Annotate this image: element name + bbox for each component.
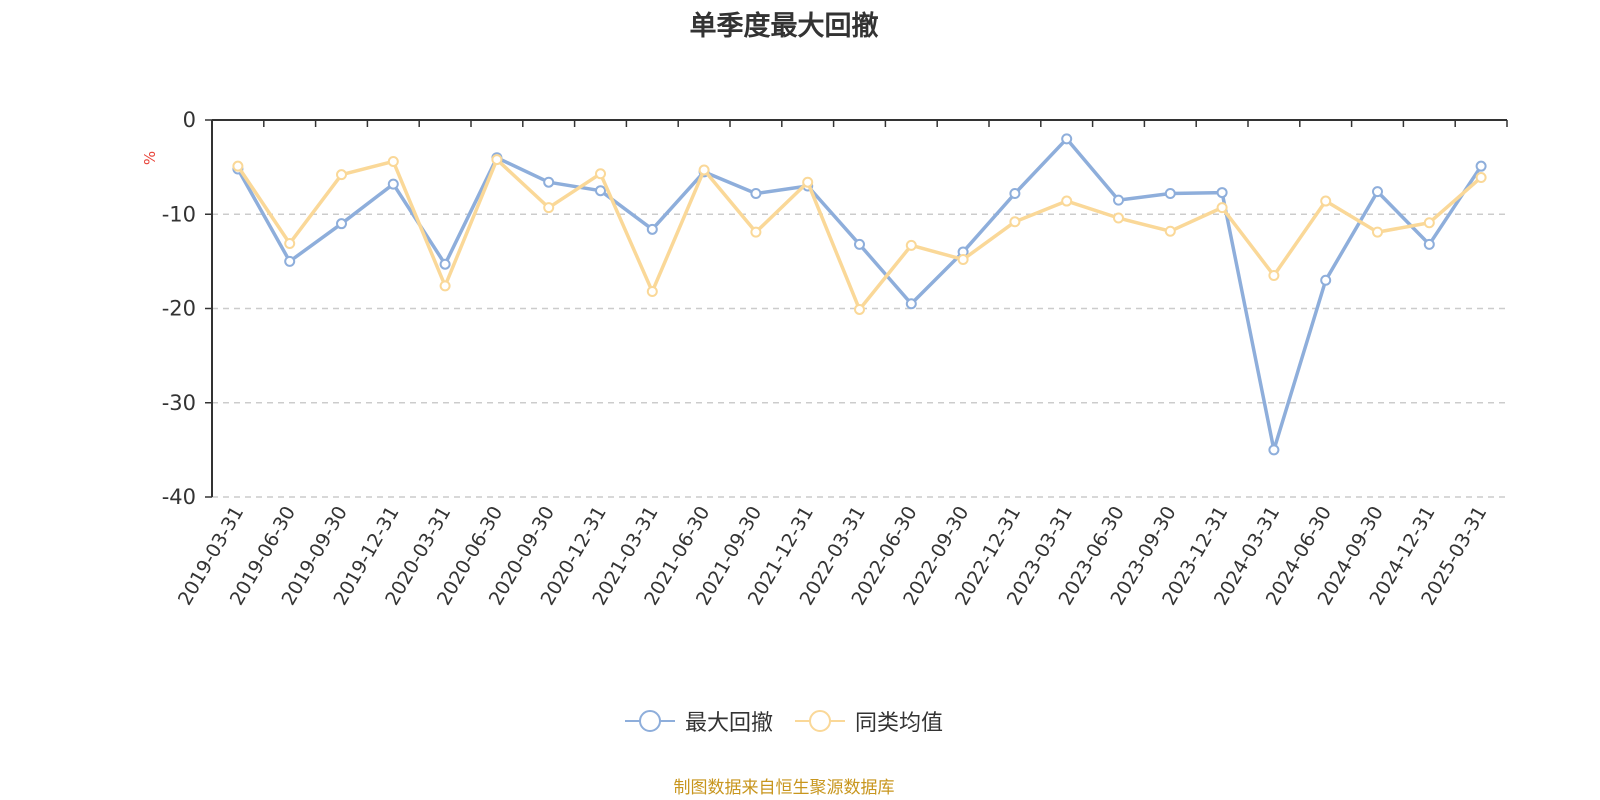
data-point[interactable]: [1164, 188, 1176, 200]
data-point[interactable]: [854, 303, 865, 315]
y-tick-label: -10: [162, 202, 196, 226]
chart-title: 单季度最大回撤: [689, 11, 879, 42]
legend-label: 最大回撤: [684, 711, 773, 736]
data-point[interactable]: [1164, 225, 1176, 237]
data-point[interactable]: [1423, 217, 1435, 229]
data-point[interactable]: [1475, 160, 1487, 172]
data-point[interactable]: [1372, 226, 1383, 238]
x-axis-labels: 2019-03-312019-06-302019-09-302019-12-31…: [174, 502, 1491, 609]
y-axis-unit: %: [141, 151, 159, 165]
data-point[interactable]: [802, 176, 814, 188]
data-point[interactable]: [957, 253, 969, 265]
data-point[interactable]: [1423, 238, 1435, 250]
data-point[interactable]: [491, 154, 503, 166]
data-point[interactable]: [595, 185, 606, 197]
data-point[interactable]: [698, 164, 710, 176]
y-tick-label: -30: [162, 391, 196, 415]
series-max-drawdown: [232, 133, 1487, 456]
legend-item-peer-average[interactable]: 同类均值: [795, 705, 943, 737]
data-point[interactable]: [387, 178, 399, 190]
data-point[interactable]: [1268, 270, 1280, 282]
data-point[interactable]: [1268, 444, 1280, 456]
data-point[interactable]: [439, 280, 451, 292]
data-point[interactable]: [543, 202, 555, 214]
circle-line-icon: [795, 710, 845, 732]
data-point[interactable]: [646, 223, 658, 235]
data-point[interactable]: [1320, 195, 1332, 207]
axes: [205, 119, 1508, 498]
data-point[interactable]: [284, 237, 296, 249]
y-tick-label: 0: [183, 108, 196, 132]
data-point[interactable]: [1113, 194, 1124, 206]
source-note: 制图数据来自恒生聚源数据库: [673, 778, 895, 798]
y-tick-label: -20: [162, 297, 196, 321]
data-point[interactable]: [1475, 171, 1487, 183]
data-point[interactable]: [1009, 188, 1021, 200]
legend: 最大回撤 同类均值: [0, 705, 1568, 737]
legend-item-max-drawdown[interactable]: 最大回撤: [624, 705, 773, 737]
data-point[interactable]: [595, 168, 606, 180]
data-point[interactable]: [1113, 212, 1124, 224]
data-point[interactable]: [284, 255, 296, 267]
data-point[interactable]: [1216, 202, 1228, 214]
legend-label: 同类均值: [855, 711, 944, 736]
data-point[interactable]: [336, 218, 347, 230]
data-point[interactable]: [1216, 187, 1228, 199]
data-point[interactable]: [646, 286, 658, 298]
circle-line-icon: [624, 710, 675, 732]
line-chart: 0 -10 -20 -30 -40 2019-03-312019-06-302019-0…: [141, 108, 1508, 609]
series-peer-average: [232, 154, 1487, 315]
y-axis-labels: 0 -10 -20 -30 -40: [162, 108, 196, 509]
data-point[interactable]: [1061, 195, 1073, 207]
grid-lines: [212, 213, 1507, 498]
data-point[interactable]: [750, 188, 762, 200]
series-lines: [232, 133, 1487, 456]
data-point[interactable]: [905, 298, 917, 310]
data-point[interactable]: [1320, 274, 1332, 286]
data-point[interactable]: [1061, 133, 1073, 145]
data-point[interactable]: [543, 176, 555, 188]
data-point[interactable]: [232, 160, 244, 172]
y-tick-label: -40: [162, 485, 196, 509]
data-point[interactable]: [1372, 186, 1383, 198]
data-point[interactable]: [905, 239, 917, 251]
data-point[interactable]: [439, 258, 451, 270]
data-point[interactable]: [750, 226, 762, 238]
data-point[interactable]: [854, 238, 865, 250]
series-line: [236, 157, 1483, 312]
data-point[interactable]: [1009, 216, 1021, 228]
data-point[interactable]: [387, 155, 399, 167]
data-point[interactable]: [336, 169, 347, 181]
